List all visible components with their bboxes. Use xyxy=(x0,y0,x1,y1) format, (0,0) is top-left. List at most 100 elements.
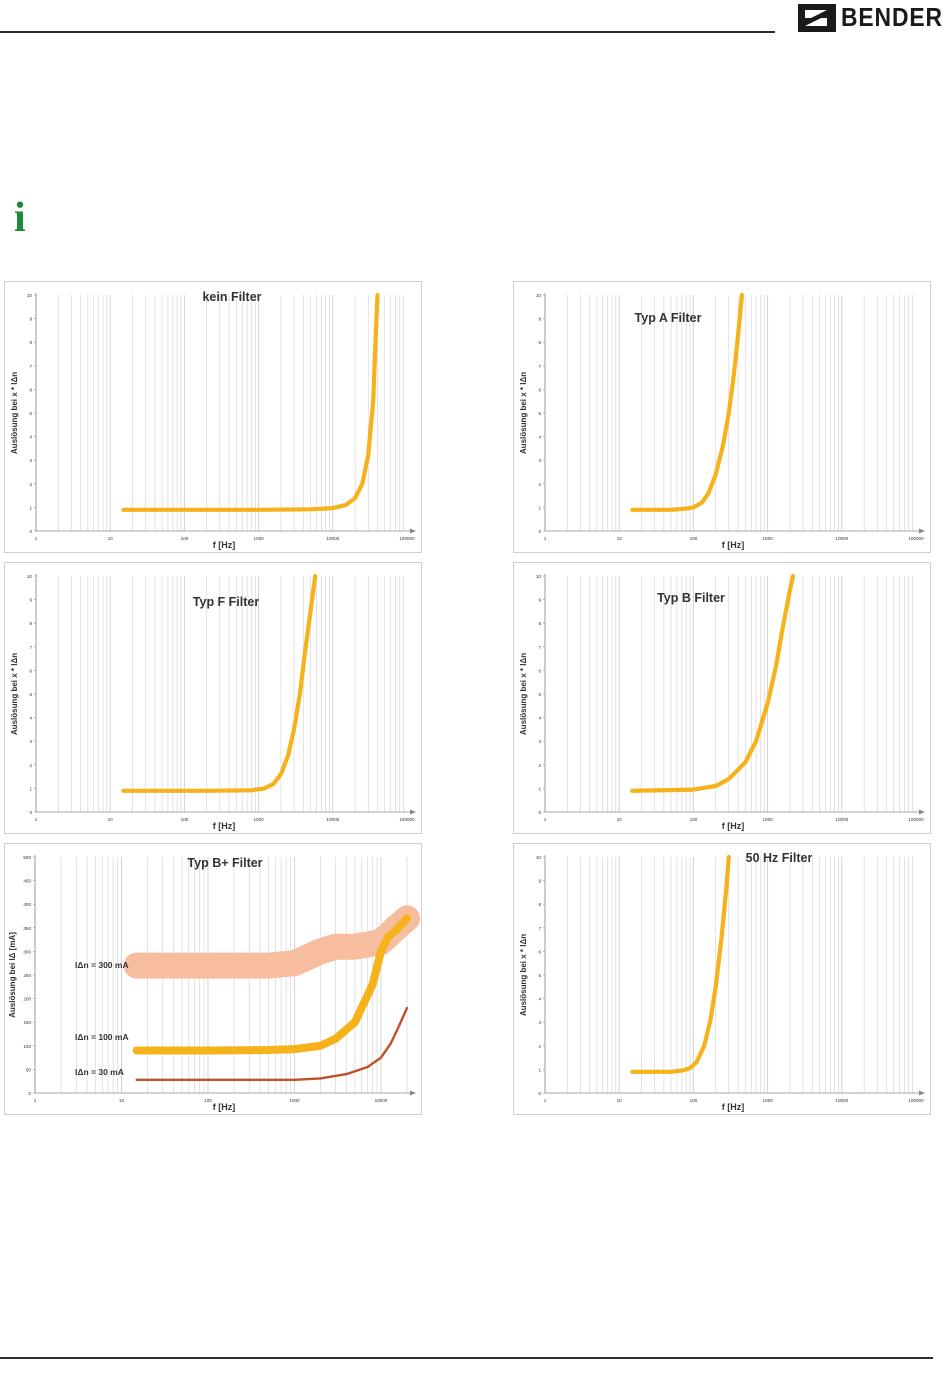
x-tick-label: 10000 xyxy=(835,536,848,541)
x-tick-label: 100 xyxy=(204,1098,212,1103)
series-line xyxy=(630,854,731,1074)
y-tick-label: 8 xyxy=(538,340,541,345)
y-tick-label: 1 xyxy=(538,786,541,791)
x-tick-label: 100 xyxy=(690,817,698,822)
x-tick-label: 100 xyxy=(690,536,698,541)
y-axis-label: Auslösung bei x * IΔn xyxy=(519,372,528,454)
y-tick-label: 200 xyxy=(23,997,31,1002)
y-tick-label: 4 xyxy=(538,716,541,721)
chart-panel-typ-b-plus-filter: 0 50 100 150 200 250 300 350 400 450 500 1 10 100 1000… xyxy=(4,843,422,1115)
x-tick-label: 100 xyxy=(690,1098,698,1103)
x-axis-label: f [Hz] xyxy=(722,540,745,550)
bender-logo: BENDER xyxy=(797,2,942,34)
y-tick-label: 7 xyxy=(29,645,32,650)
y-tick-label: 3 xyxy=(538,458,541,463)
x-tick-label: 100 xyxy=(181,536,189,541)
x-tick-label: 1 xyxy=(544,817,547,822)
y-tick-label: 450 xyxy=(23,879,31,884)
y-tick-label: 9 xyxy=(538,598,541,603)
y-tick-label: 400 xyxy=(23,902,31,907)
y-tick-label: 7 xyxy=(538,364,541,369)
y-tick-label: 0 xyxy=(538,529,541,534)
header-rule xyxy=(0,31,775,33)
y-tick-label: 2 xyxy=(29,763,32,768)
x-tick-label: 1000 xyxy=(289,1098,300,1103)
y-tick-label: 350 xyxy=(23,926,31,931)
y-tick-label: 0 xyxy=(28,1091,31,1096)
series-line-i-n-100-ma xyxy=(132,914,411,1055)
gridlines xyxy=(544,576,913,812)
y-tick-label: 1 xyxy=(29,505,32,510)
x-tick-label: 1000 xyxy=(762,1098,773,1103)
x-tick-label: 1 xyxy=(544,536,547,541)
x-tick-label: 1000 xyxy=(253,536,264,541)
y-tick-label: 0 xyxy=(538,1091,541,1096)
x-axis-label: f [Hz] xyxy=(213,540,236,550)
y-tick-label: 250 xyxy=(23,973,31,978)
chart-panel-typ-b-filter: 0 1 2 3 4 5 6 7 8 9 10 1 10 100 1000 10000 100000 Typ B F… xyxy=(513,562,931,834)
y-tick-label: 50 xyxy=(26,1067,32,1072)
y-tick-label: 5 xyxy=(29,692,32,697)
chart-title: kein Filter xyxy=(202,290,261,304)
x-axis-arrow xyxy=(410,528,416,534)
gridlines xyxy=(544,857,913,1093)
footer-rule xyxy=(0,1357,933,1359)
x-tick-label: 100000 xyxy=(399,817,415,822)
y-axis-label: Auslösung bei x * IΔn xyxy=(519,653,528,735)
x-tick-label: 1 xyxy=(35,817,38,822)
y-tick-label: 10 xyxy=(536,574,542,579)
y-tick-label: 1 xyxy=(538,1067,541,1072)
series-line xyxy=(121,573,318,793)
y-tick-label: 10 xyxy=(27,574,33,579)
chart-panel-50hz-filter: 0 1 2 3 4 5 6 7 8 9 10 1 10 100 1000 10000 100000 50 Hz F… xyxy=(513,843,931,1115)
y-tick-label: 10 xyxy=(536,855,542,860)
chart-title: Typ B Filter xyxy=(657,591,725,605)
chart-panel-typ-f-filter: 0 1 2 3 4 5 6 7 8 9 10 1 10 100 1000 10000 100000 Typ F F… xyxy=(4,562,422,834)
y-tick-label: 8 xyxy=(538,621,541,626)
x-tick-label: 10000 xyxy=(835,1098,848,1103)
x-axis-label: f [Hz] xyxy=(722,1102,745,1112)
chart-typ-b-plus-filter: 0 50 100 150 200 250 300 350 400 450 500 1 10 100 1000… xyxy=(8,855,420,1112)
y-tick-label: 2 xyxy=(538,482,541,487)
y-tick-label: 4 xyxy=(29,435,32,440)
y-tick-label: 8 xyxy=(538,902,541,907)
chart-panel-typ-a-filter: 0 1 2 3 4 5 6 7 8 9 10 1 10 100 1000 10000 100000 Typ A F… xyxy=(513,281,931,553)
y-tick-label: 6 xyxy=(29,387,32,392)
x-tick-label: 100000 xyxy=(908,1098,924,1103)
gridlines xyxy=(35,576,404,812)
y-tick-label: 3 xyxy=(538,1020,541,1025)
x-tick-label: 1000 xyxy=(762,817,773,822)
y-tick-label: 6 xyxy=(29,668,32,673)
y-tick-label: 1 xyxy=(538,505,541,510)
y-tick-label: 3 xyxy=(29,458,32,463)
y-tick-label: 4 xyxy=(538,997,541,1002)
x-tick-label: 10 xyxy=(119,1098,125,1103)
y-tick-label: 5 xyxy=(538,692,541,697)
x-axis-arrow xyxy=(919,528,925,534)
y-tick-label: 3 xyxy=(538,739,541,744)
y-tick-label: 300 xyxy=(23,949,31,954)
x-tick-label: 1000 xyxy=(762,536,773,541)
y-tick-label: 9 xyxy=(29,317,32,322)
y-tick-label: 2 xyxy=(538,1044,541,1049)
series-line xyxy=(630,292,744,512)
y-tick-label: 5 xyxy=(538,973,541,978)
x-axis-arrow xyxy=(410,1090,416,1096)
y-tick-label: 8 xyxy=(29,621,32,626)
x-axis-arrow xyxy=(919,809,925,815)
y-tick-label: 10 xyxy=(27,293,33,298)
x-tick-label: 10 xyxy=(617,1098,623,1103)
x-tick-label: 10 xyxy=(108,536,114,541)
y-tick-label: 150 xyxy=(23,1020,31,1025)
x-axis-arrow xyxy=(919,1090,925,1096)
chart-title: Typ F Filter xyxy=(193,595,260,609)
y-tick-label: 7 xyxy=(538,645,541,650)
x-tick-label: 1 xyxy=(35,536,38,541)
y-tick-label: 10 xyxy=(536,293,542,298)
y-tick-label: 7 xyxy=(29,364,32,369)
